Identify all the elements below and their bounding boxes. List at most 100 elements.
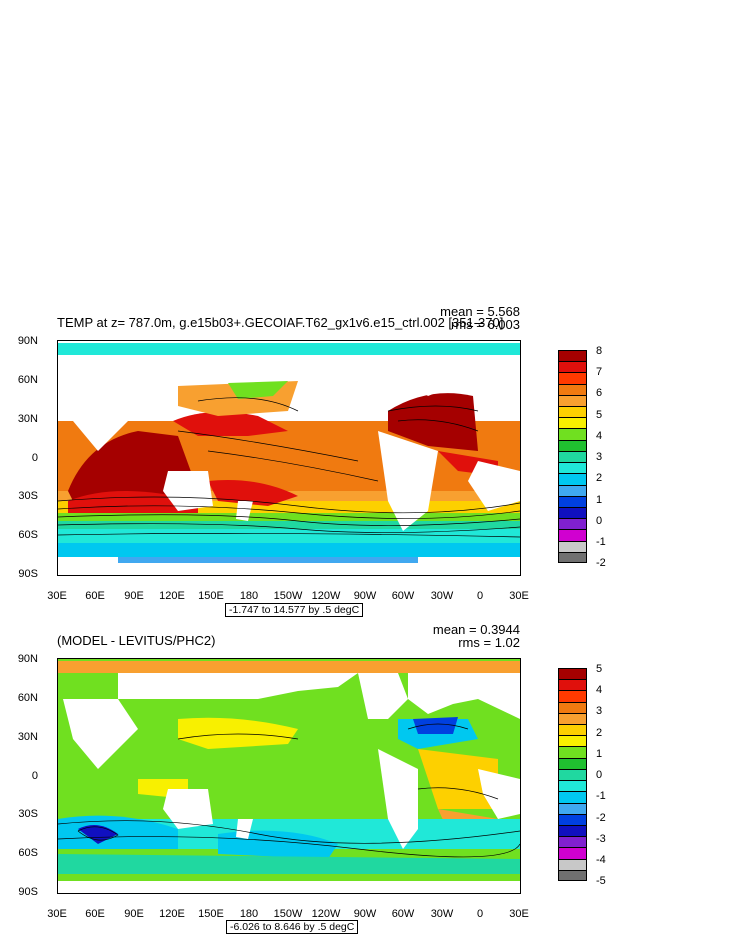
legend-swatch <box>558 361 587 373</box>
bottom-legend-label: -5 <box>596 875 606 887</box>
top-legend-label: 0 <box>596 515 603 527</box>
legend-swatch <box>558 450 587 463</box>
bottom-lat-label-60s: 60S <box>18 847 38 859</box>
bottom-map-title: (MODEL - LEVITUS/PHC2) <box>57 633 216 648</box>
legend-swatch <box>558 712 587 725</box>
legend-swatch <box>558 484 587 496</box>
bottom-lon-label-180: 180 <box>239 908 259 920</box>
legend-swatch <box>558 439 587 451</box>
legend-swatch <box>558 780 587 792</box>
top-legend-label: 8 <box>596 345 603 357</box>
top-lon-label-60w: 60W <box>391 590 415 602</box>
legend-swatch <box>558 768 587 781</box>
top-lon-label-150e: 150E <box>198 590 224 602</box>
top-map-panel: mean = 5.568 TEMP at z= 787.0m, g.e15b03… <box>0 300 733 630</box>
top-lat-label-60s: 60S <box>18 529 38 541</box>
legend-swatch <box>558 757 587 769</box>
top-lon-label-120e: 120E <box>159 590 185 602</box>
legend-swatch <box>558 540 587 552</box>
top-lon-label-120w: 120W <box>311 590 341 602</box>
top-rms-stat: rms = 6.003 <box>450 317 520 332</box>
legend-swatch <box>558 847 587 859</box>
top-lon-label-90w: 90W <box>353 590 377 602</box>
bottom-legend-label: -3 <box>596 833 606 845</box>
legend-swatch <box>558 813 587 825</box>
top-contour-info: -1.747 to 14.577 by .5 degC <box>225 603 364 617</box>
bottom-lon-label-120w: 120W <box>311 908 341 920</box>
legend-swatch <box>558 495 587 507</box>
legend-swatch <box>558 735 587 747</box>
top-lon-label-30w: 30W <box>430 590 454 602</box>
bottom-lon-label-120e: 120E <box>159 908 185 920</box>
bottom-legend-label: 1 <box>596 748 603 760</box>
top-lon-label-180: 180 <box>239 590 259 602</box>
legend-swatch <box>558 394 587 407</box>
top-legend-label: 6 <box>596 387 603 399</box>
top-legend-label: 4 <box>596 430 603 442</box>
top-lon-label-30e-end: 30E <box>509 590 529 602</box>
bottom-lon-label-60w: 60W <box>391 908 415 920</box>
top-lon-label-60e: 60E <box>85 590 105 602</box>
bottom-map-area <box>57 658 521 894</box>
top-legend-label: -2 <box>596 557 606 569</box>
legend-swatch <box>558 858 587 870</box>
top-lat-label-60n: 60N <box>17 374 38 386</box>
bottom-legend-label: 0 <box>596 769 603 781</box>
bottom-lon-label-90e: 90E <box>124 908 144 920</box>
legend-swatch <box>558 506 587 519</box>
bottom-map-panel: mean = 0.3944 (MODEL - LEVITUS/PHC2) rms… <box>0 618 733 945</box>
bottom-legend-label: 4 <box>596 684 603 696</box>
top-legend-label: 2 <box>596 472 603 484</box>
bottom-lat-label-90s: 90S <box>18 886 38 898</box>
top-legend-label: 7 <box>596 366 603 378</box>
bottom-lon-label-150w: 150W <box>273 908 303 920</box>
legend-swatch <box>558 701 587 713</box>
bottom-color-legend <box>558 668 587 881</box>
top-lat-label-0: 0 <box>31 452 38 464</box>
top-legend-label: 5 <box>596 409 603 421</box>
legend-swatch <box>558 690 587 702</box>
bottom-rms-stat: rms = 1.02 <box>458 635 520 650</box>
legend-swatch <box>558 350 587 362</box>
legend-swatch <box>558 668 587 680</box>
bottom-lat-label-0: 0 <box>31 770 38 782</box>
bottom-legend-label: -1 <box>596 790 606 802</box>
bottom-lat-label-60n: 60N <box>17 692 38 704</box>
legend-swatch <box>558 679 587 691</box>
top-legend-label: -1 <box>596 536 606 548</box>
top-lat-label-30s: 30S <box>18 490 38 502</box>
legend-swatch <box>558 473 587 485</box>
legend-swatch <box>558 406 587 418</box>
bottom-lon-label-30e: 30E <box>47 908 67 920</box>
top-map-field <box>58 341 520 575</box>
bottom-legend-label: -2 <box>596 812 606 824</box>
bottom-legend-label: -4 <box>596 854 606 866</box>
bottom-lat-label-30n: 30N <box>17 731 38 743</box>
top-lat-label-90n: 90N <box>17 335 38 347</box>
bottom-lon-label-150e: 150E <box>198 908 224 920</box>
legend-swatch <box>558 869 587 881</box>
bottom-legend-label: 2 <box>596 727 603 739</box>
top-lon-label-150w: 150W <box>273 590 303 602</box>
top-legend-label: 3 <box>596 451 603 463</box>
legend-swatch <box>558 372 587 384</box>
top-lat-label-90s: 90S <box>18 568 38 580</box>
legend-swatch <box>558 428 587 440</box>
bottom-lon-label-0: 0 <box>476 908 484 920</box>
top-lon-label-0: 0 <box>476 590 484 602</box>
bottom-mean-stat: mean = 0.3944 <box>432 622 520 637</box>
legend-swatch <box>558 462 587 474</box>
legend-swatch <box>558 529 587 541</box>
bottom-lat-label-90n: 90N <box>17 653 38 665</box>
top-lat-label-30n: 30N <box>17 413 38 425</box>
bottom-lon-label-90w: 90W <box>353 908 377 920</box>
top-map-area <box>57 340 521 576</box>
top-lon-label-90e: 90E <box>124 590 144 602</box>
bottom-contour-info: -6.026 to 8.646 by .5 degC <box>226 920 359 934</box>
legend-swatch <box>558 551 587 563</box>
bottom-lon-label-60e: 60E <box>85 908 105 920</box>
bottom-map-field <box>58 659 520 893</box>
bottom-lat-label-30s: 30S <box>18 808 38 820</box>
bottom-legend-label: 5 <box>596 663 603 675</box>
top-legend-label: 1 <box>596 494 603 506</box>
